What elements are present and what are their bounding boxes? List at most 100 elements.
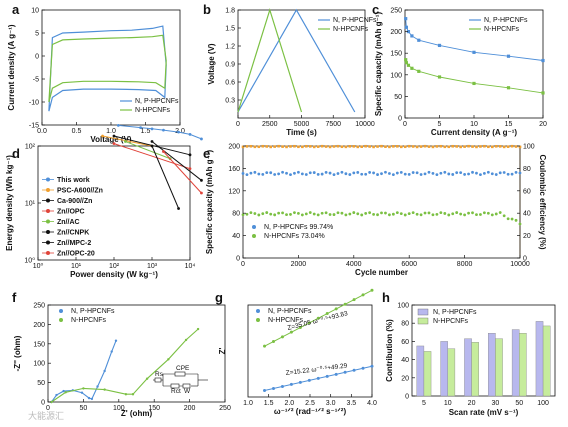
capacity-point: [269, 212, 273, 216]
capacity-point: [249, 211, 253, 215]
data-point: [50, 400, 53, 404]
capacity-point: [403, 213, 407, 217]
x-tick-label: 5: [438, 121, 442, 128]
data-point: [334, 307, 338, 311]
capacity-point: [391, 212, 395, 216]
legend-label: This work: [57, 177, 90, 184]
ce-point: [479, 145, 482, 148]
capacity-point: [293, 211, 296, 215]
capacity-point: [467, 211, 470, 215]
x-tick-label: 5000: [294, 121, 310, 128]
ce-point: [396, 144, 399, 148]
watermark-text: 大能源汇: [28, 410, 64, 421]
plot-frame: [242, 145, 521, 259]
data-point: [316, 376, 320, 380]
capacity-point: [459, 212, 463, 216]
legend-label: Zn//AC: [57, 219, 80, 226]
x-tick-label: 0: [236, 121, 240, 128]
x-tick-label: 100: [113, 405, 125, 412]
data-point: [90, 397, 94, 401]
data-point: [80, 391, 84, 394]
y2-tick-label: 20: [523, 233, 531, 240]
ce-point: [293, 144, 296, 148]
y-tick-label: 50: [394, 94, 402, 101]
capacity-point: [494, 173, 498, 176]
data-point: [352, 368, 356, 372]
capacity-point: [384, 170, 387, 174]
ce-point: [340, 145, 344, 149]
legend-label: N-HPCNFs: [268, 317, 303, 324]
capacity-point: [518, 171, 522, 175]
capacity-point: [411, 171, 415, 174]
x-tick-label: 2.5: [305, 400, 315, 407]
capacity-point: [316, 213, 320, 217]
capacity-point: [273, 213, 277, 217]
x-tick-label: 10000: [510, 261, 530, 268]
x-tick-label: 3.5: [346, 400, 356, 407]
ce-point: [506, 145, 510, 148]
capacity-point: [241, 172, 245, 175]
data-point: [112, 142, 116, 146]
x-tick-label: 2.0: [175, 128, 185, 135]
ce-point: [328, 145, 332, 149]
y-axis-label: Specific capacity (mAh g⁻¹): [205, 150, 214, 255]
legend-marker: [252, 225, 256, 229]
capacity-point: [443, 170, 447, 174]
capacity-point: [502, 171, 506, 174]
capacity-point: [514, 170, 518, 174]
fit-equation: Z=15.22 ω⁻⁰·⁵+49.29: [285, 362, 348, 377]
capacity-point: [486, 170, 490, 174]
legend-marker: [256, 309, 260, 313]
ce-point: [277, 144, 280, 148]
data-point: [177, 207, 180, 210]
data-point: [404, 61, 408, 65]
y2-tick-label: 60: [523, 188, 531, 195]
bar: [511, 329, 520, 397]
capacity-point: [395, 171, 399, 175]
capacity-point: [376, 173, 379, 176]
data-point: [271, 339, 275, 343]
panel-label: g: [215, 290, 223, 305]
x-tick-label: 10: [470, 121, 478, 128]
circuit-label: CPE: [176, 365, 190, 372]
circuit-label: Rs: [155, 371, 164, 378]
ce-point: [419, 145, 423, 148]
y-axis-label: Energy density (Wh kg⁻¹): [5, 155, 14, 251]
capacity-point: [506, 172, 510, 176]
y-tick-label: 10²: [25, 144, 36, 151]
y-tick-label: 250: [390, 8, 402, 15]
ce-point: [301, 145, 304, 149]
x-axis-label: ω⁻¹ᐟ² (rad⁻¹ᐟ² s⁻¹ᐟ²): [274, 407, 347, 416]
capacity-point: [506, 217, 510, 221]
ragone-line: [113, 143, 191, 170]
capacity-point: [514, 218, 518, 222]
x-tick-label: 200: [184, 405, 196, 412]
data-point: [96, 385, 99, 388]
y-tick-label: 0: [236, 256, 240, 263]
legend-label: N-HPCNFs: [135, 107, 170, 114]
ce-point: [392, 145, 395, 148]
y-tick-label: 10¹: [25, 201, 36, 208]
nyquist-line: [51, 340, 117, 403]
ce-point: [376, 145, 379, 148]
y-tick-label: 5: [35, 31, 39, 38]
y-axis-label: Z': [218, 348, 227, 355]
capacity-point: [447, 213, 451, 217]
y-tick-label: 0: [41, 400, 45, 407]
y-axis-label: Voltage (V): [207, 43, 216, 85]
bar: [471, 342, 479, 397]
capacity-point: [372, 212, 375, 216]
capacity-point: [459, 171, 463, 175]
data-point: [150, 144, 154, 148]
capacity-point: [475, 213, 478, 216]
capacity-point: [356, 212, 360, 216]
capacity-point: [261, 212, 265, 216]
capacity-point: [253, 212, 257, 215]
capacity-point: [269, 171, 273, 175]
y-tick-label: -10: [29, 100, 39, 107]
series-line-green: [237, 7, 303, 113]
data-point: [406, 30, 411, 34]
ce-point: [352, 145, 356, 148]
ce-point: [415, 145, 419, 149]
